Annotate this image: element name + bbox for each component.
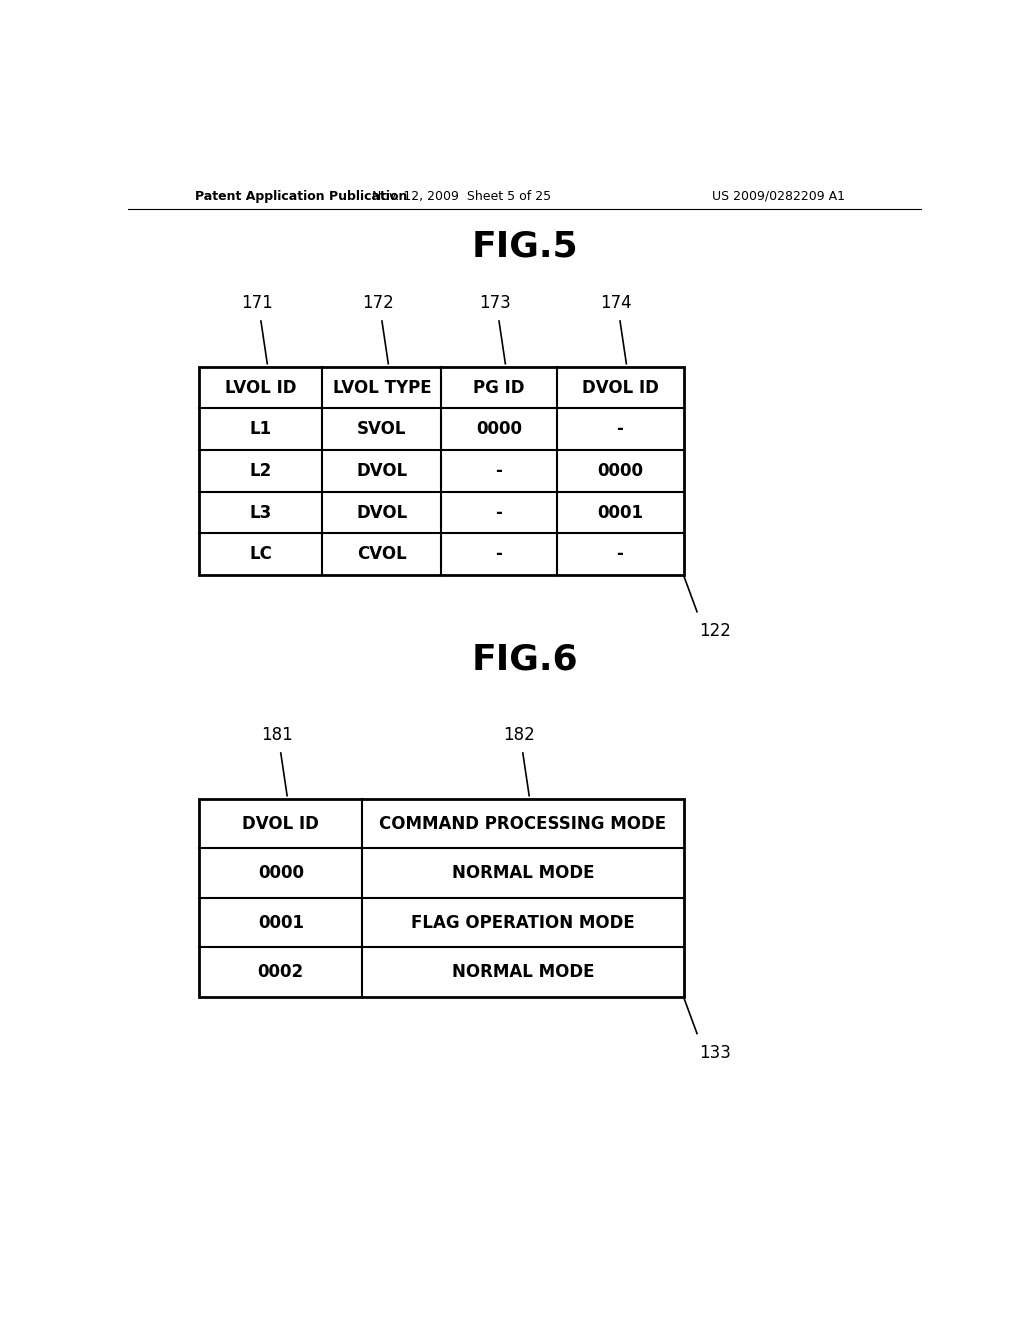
Text: 182: 182 (503, 726, 535, 744)
Text: SVOL: SVOL (357, 420, 407, 438)
Text: Patent Application Publication: Patent Application Publication (196, 190, 408, 202)
Text: US 2009/0282209 A1: US 2009/0282209 A1 (713, 190, 845, 202)
Text: 172: 172 (362, 294, 394, 312)
Text: DVOL: DVOL (356, 504, 408, 521)
Text: L2: L2 (250, 462, 272, 480)
Text: FIG.5: FIG.5 (471, 230, 579, 264)
Text: NORMAL MODE: NORMAL MODE (452, 865, 594, 882)
Text: -: - (496, 504, 503, 521)
Text: 174: 174 (600, 294, 632, 312)
Text: FLAG OPERATION MODE: FLAG OPERATION MODE (411, 913, 635, 932)
Text: LC: LC (250, 545, 272, 564)
Text: -: - (496, 462, 503, 480)
Text: L1: L1 (250, 420, 272, 438)
Text: 171: 171 (241, 294, 272, 312)
Text: PG ID: PG ID (473, 379, 524, 396)
Text: DVOL ID: DVOL ID (243, 814, 319, 833)
Text: 0000: 0000 (597, 462, 643, 480)
Text: LVOL ID: LVOL ID (225, 379, 297, 396)
Text: DVOL ID: DVOL ID (582, 379, 658, 396)
Text: 122: 122 (699, 622, 731, 640)
Text: -: - (496, 545, 503, 564)
Text: 173: 173 (479, 294, 511, 312)
Text: 0000: 0000 (476, 420, 522, 438)
Text: LVOL TYPE: LVOL TYPE (333, 379, 431, 396)
Text: NORMAL MODE: NORMAL MODE (452, 964, 594, 981)
Text: L3: L3 (250, 504, 272, 521)
Text: 0001: 0001 (597, 504, 643, 521)
Bar (200, 799, 684, 997)
Text: COMMAND PROCESSING MODE: COMMAND PROCESSING MODE (379, 814, 667, 833)
Bar (200, 367, 684, 576)
Text: FIG.6: FIG.6 (471, 643, 579, 676)
Text: 181: 181 (261, 726, 293, 744)
Text: CVOL: CVOL (357, 545, 407, 564)
Text: DVOL: DVOL (356, 462, 408, 480)
Text: 0000: 0000 (258, 865, 304, 882)
Text: Nov. 12, 2009  Sheet 5 of 25: Nov. 12, 2009 Sheet 5 of 25 (372, 190, 551, 202)
Text: -: - (616, 545, 624, 564)
Text: -: - (616, 420, 624, 438)
Text: 0001: 0001 (258, 913, 304, 932)
Text: 133: 133 (699, 1044, 731, 1061)
Text: 0002: 0002 (258, 964, 304, 981)
